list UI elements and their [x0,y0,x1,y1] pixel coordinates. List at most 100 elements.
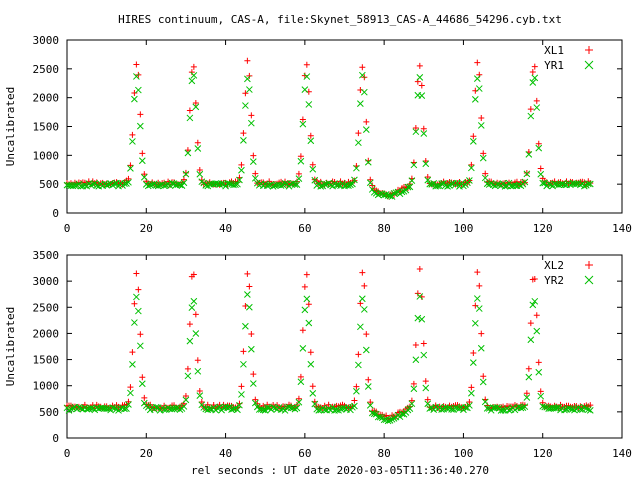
data-point-xl1 [523,170,530,177]
data-point-yr1 [355,139,362,147]
data-point-yr2 [257,405,265,413]
data-point-yr1 [236,176,243,184]
data-point-xl2 [186,321,193,328]
data-point-yr2 [584,406,592,413]
chart-title: HIRES continuum, CAS-A, file:Skynet_5891… [118,13,562,26]
data-point-yr2 [410,385,418,393]
data-point-yr1 [184,149,192,157]
data-point-yr2 [311,400,319,408]
data-point-yr1 [321,180,329,188]
y-tick-label: 0 [52,207,59,220]
data-point-yr2 [582,404,590,412]
data-point-yr2 [525,373,533,381]
y-tick-label: 1000 [33,149,60,162]
data-point-yr1 [351,176,358,184]
data-point-xl1 [533,97,540,104]
data-point-yr1 [127,165,134,172]
data-point-yr1 [406,183,414,191]
data-point-yr2 [234,406,241,414]
data-point-yr2 [309,390,317,397]
data-point-yr1 [473,75,481,82]
data-point-yr2 [287,404,295,412]
data-point-yr1 [182,170,190,178]
data-point-yr2 [355,361,362,369]
data-point-xl1 [244,57,251,64]
data-point-yr1 [410,161,418,169]
data-point-yr2 [471,319,479,327]
data-point-yr1 [428,181,436,188]
data-point-yr2 [190,297,198,305]
data-point-xl1 [482,170,489,177]
data-point-yr2 [493,404,501,411]
data-point-yr1 [317,182,325,190]
data-point-yr1 [226,180,233,187]
data-point-yr1 [323,180,331,188]
data-point-yr2 [358,295,366,303]
data-point-yr2 [184,372,192,380]
x-tick-label: 40 [219,222,232,235]
x-tick-label: 120 [533,222,553,235]
data-point-yr2 [517,404,525,412]
data-point-yr2 [426,405,434,412]
x-tick-label: 0 [64,222,71,235]
data-point-yr1 [347,181,354,189]
data-point-yr2 [553,404,560,412]
data-point-yr2 [438,406,445,413]
data-point-yr1 [466,177,473,184]
data-point-xl1 [355,130,362,137]
data-point-xl2 [531,276,538,283]
data-point-yr1 [109,181,116,189]
data-point-xl2 [365,376,372,383]
data-point-xl2 [248,331,255,338]
data-point-yr1 [192,103,200,111]
data-point-yr1 [154,182,162,190]
data-point-yr1 [212,180,220,187]
data-point-yr2 [176,406,184,413]
data-point-xl1 [416,62,423,69]
data-point-yr2 [481,398,489,406]
data-point-yr2 [533,327,541,335]
data-point-yr1 [131,95,138,103]
data-point-xl1 [188,69,195,76]
data-point-xl2 [184,365,191,372]
data-point-yr1 [295,175,303,182]
data-point-yr2 [119,404,126,412]
data-point-xl2 [238,383,245,390]
x-tick-label: 80 [378,222,391,235]
data-point-yr1 [539,179,547,187]
x-tick-label: 140 [612,447,632,460]
data-point-xl2 [424,396,431,403]
data-point-yr2 [303,295,311,303]
data-point-yr1 [140,173,148,181]
data-point-yr2 [473,295,481,302]
data-point-yr1 [547,181,554,189]
data-point-yr1 [249,158,257,165]
data-point-yr2 [196,392,204,399]
data-point-yr1 [194,145,202,152]
data-point-xl1 [192,99,199,106]
data-point-xl1 [238,161,245,168]
data-point-yr1 [73,181,81,189]
data-point-yr2 [477,344,485,352]
data-point-yr1 [178,182,186,189]
data-point-yr1 [561,181,568,189]
data-point-xl1 [242,90,249,97]
data-point-yr1 [303,73,311,80]
data-point-yr2 [138,380,146,388]
data-point-yr1 [501,183,509,190]
data-point-yr1 [180,179,188,187]
data-point-yr1 [527,112,535,120]
data-point-yr2 [75,404,83,411]
data-point-yr2 [307,360,315,368]
data-point-yr2 [519,404,527,411]
data-point-yr2 [133,293,140,301]
data-point-yr1 [305,101,313,108]
data-point-xl2 [198,399,205,406]
data-point-yr1 [477,122,485,129]
data-point-yr2 [384,417,392,425]
data-point-yr2 [555,403,562,411]
data-point-yr1 [577,181,584,189]
data-point-yr2 [412,356,420,364]
data-point-yr2 [535,368,543,376]
